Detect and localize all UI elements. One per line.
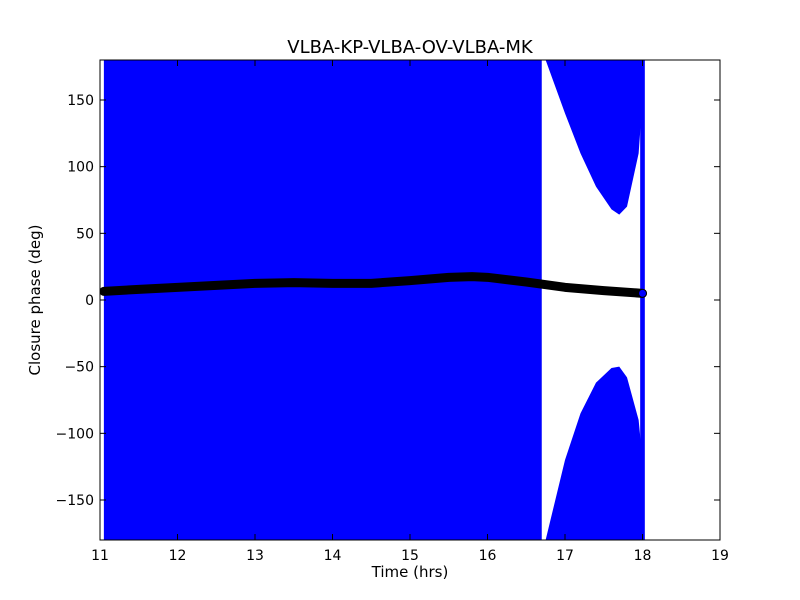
y-tick-label: −50	[64, 360, 94, 376]
y-tick-label: 50	[76, 226, 94, 242]
chart-title: VLBA-KP-VLBA-OV-VLBA-MK	[287, 37, 534, 58]
axes: 11 12 13 14 15 16 17 18 19 −150 −100 −50 0 50 100 150	[56, 59, 729, 564]
error-bar-final	[640, 60, 645, 540]
x-tick-label: 15	[401, 548, 419, 564]
x-tick-label: 13	[246, 548, 264, 564]
x-tick-label: 12	[169, 548, 187, 564]
x-tick-label: 17	[556, 548, 574, 564]
x-tick-label: 19	[711, 548, 729, 564]
y-tick-label: 100	[67, 160, 94, 176]
x-axis-title: Time (hrs)	[371, 563, 449, 581]
y-tick-label: 150	[67, 93, 94, 109]
plot-contents	[100, 60, 647, 540]
x-tick-label: 11	[91, 548, 109, 564]
error-band-lower-lobe	[541, 366, 645, 540]
y-tick-label: −150	[56, 493, 94, 509]
x-tick-label: 18	[634, 548, 652, 564]
error-band-solid	[103, 60, 542, 540]
x-tick-label: 14	[324, 548, 342, 564]
model-curve	[100, 272, 647, 298]
x-tick-label: 16	[479, 548, 497, 564]
plot-area	[100, 60, 647, 540]
error-band-upper-lobe	[541, 60, 645, 215]
y-tick-label: 0	[85, 293, 94, 309]
data-point	[638, 288, 647, 298]
y-axis-title: Closure phase (deg)	[26, 225, 44, 376]
y-tick-label: −100	[56, 426, 94, 442]
